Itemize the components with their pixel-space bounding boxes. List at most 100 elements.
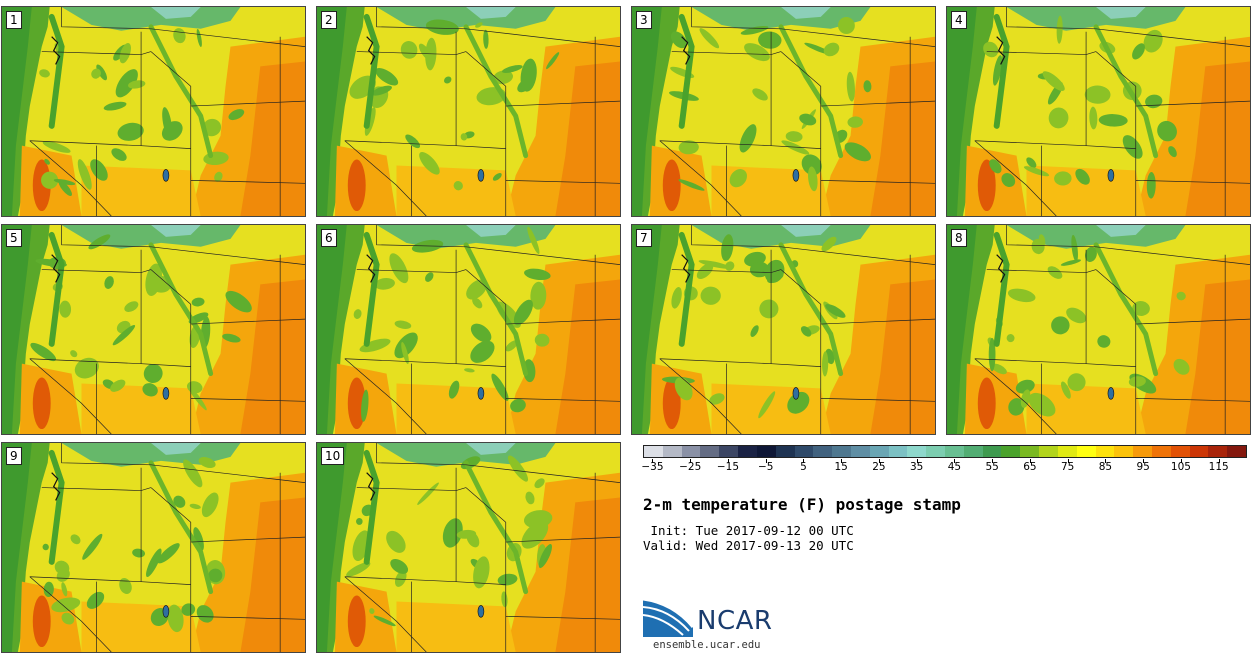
member-label: 9 (6, 447, 22, 465)
member-panel-4: 4 (946, 6, 1251, 217)
valid-time: Valid: Wed 2017-09-13 20 UTC (643, 538, 854, 553)
colorbar-swatch (869, 446, 889, 457)
colorbar-tick (1029, 459, 1031, 463)
colorbar-tick-label: 25 (872, 461, 886, 473)
temperature-map (2, 443, 305, 652)
member-label: 4 (951, 11, 967, 29)
colorbar-swatch (888, 446, 908, 457)
colorbar-swatch (926, 446, 945, 457)
ncar-logo-icon (643, 597, 695, 637)
colorbar-tick (878, 459, 880, 463)
colorbar-tick (1180, 459, 1182, 463)
colorbar-swatch (1189, 446, 1209, 457)
colorbar-tick-label: 75 (1061, 461, 1075, 473)
colorbar-swatch (1001, 446, 1021, 457)
colorbar-swatch (1151, 446, 1171, 457)
colorbar-swatch (813, 446, 833, 457)
colorbar-swatch (963, 446, 983, 457)
colorbar-swatch (1095, 446, 1115, 457)
colorbar-swatch (738, 446, 757, 457)
temperature-map (2, 7, 305, 216)
temperature-map (947, 225, 1250, 434)
colorbar-swatch (1039, 446, 1058, 457)
colorbar-tick (992, 459, 994, 463)
colorbar-ticks: −35 −25 −15 −5 5 15 25 35 45 55 65 75 85 95 105 115 (641, 459, 1247, 479)
colorbar-swatch (794, 446, 814, 457)
member-panel-8: 8 (946, 224, 1251, 435)
member-panel-1: 1 (1, 6, 306, 217)
colorbar-tick (1105, 459, 1107, 463)
member-panel-6: 6 (316, 224, 621, 435)
colorbar-swatch (662, 446, 682, 457)
colorbar-swatch (1020, 446, 1040, 457)
colorbar (643, 445, 1247, 458)
colorbar-swatch (1076, 446, 1096, 457)
colorbar-tick (765, 459, 767, 463)
colorbar-tick-label: 105 (1170, 461, 1191, 473)
colorbar-swatch (644, 446, 663, 457)
ncar-logo-text: NCAR (697, 606, 773, 636)
temperature-map (632, 225, 935, 434)
colorbar-tick (690, 459, 692, 463)
colorbar-swatch (1057, 446, 1077, 457)
colorbar-tick (1067, 459, 1069, 463)
colorbar-tick-label: −25 (679, 461, 702, 473)
colorbar-tick (727, 459, 729, 463)
temperature-map (317, 7, 620, 216)
colorbar-tick (652, 459, 654, 463)
colorbar-tick-label: 35 (910, 461, 924, 473)
colorbar-tick-label: 5 (800, 461, 807, 473)
colorbar-tick-label: 15 (834, 461, 848, 473)
member-panel-3: 3 (631, 6, 936, 217)
colorbar-swatch (982, 446, 1002, 457)
colorbar-tick (1218, 459, 1220, 463)
colorbar-swatch (1133, 446, 1152, 457)
figure-title: 2-m temperature (F) postage stamp (643, 495, 961, 514)
colorbar-tick (841, 459, 843, 463)
temperature-map (317, 225, 620, 434)
colorbar-tick-label: −5 (757, 461, 774, 473)
colorbar-tick-label: 55 (985, 461, 999, 473)
member-label: 10 (321, 447, 345, 465)
colorbar-tick (954, 459, 956, 463)
member-panel-7: 7 (631, 224, 936, 435)
member-panel-5: 5 (1, 224, 306, 435)
member-label: 6 (321, 229, 337, 247)
source-url: ensemble.ucar.edu (653, 639, 761, 651)
temperature-map (317, 443, 620, 652)
colorbar-swatch (832, 446, 851, 457)
temperature-map (2, 225, 305, 434)
colorbar-swatch (1114, 446, 1134, 457)
member-label: 7 (636, 229, 652, 247)
colorbar-tick-label: 95 (1136, 461, 1150, 473)
colorbar-tick-label: 85 (1098, 461, 1113, 473)
member-label: 3 (636, 11, 652, 29)
colorbar-swatch (850, 446, 870, 457)
member-panel-9: 9 (1, 442, 306, 653)
colorbar-swatch (681, 446, 701, 457)
colorbar-swatch (945, 446, 964, 457)
colorbar-swatch (1208, 446, 1228, 457)
member-panel-2: 2 (316, 6, 621, 217)
member-label: 8 (951, 229, 967, 247)
member-label: 2 (321, 11, 337, 29)
colorbar-swatch (700, 446, 720, 457)
member-label: 1 (6, 11, 22, 29)
colorbar-swatch (1227, 446, 1246, 457)
colorbar-tick-label: 45 (947, 461, 962, 473)
colorbar-tick (803, 459, 805, 463)
colorbar-tick-label: −15 (716, 461, 740, 473)
colorbar-swatch (719, 446, 739, 457)
colorbar-tick (916, 459, 918, 463)
colorbar-tick-label: 115 (1208, 461, 1229, 473)
colorbar-swatch (1170, 446, 1190, 457)
colorbar-swatch (907, 446, 927, 457)
member-panel-10: 10 (316, 442, 621, 653)
colorbar-tick-label: 65 (1023, 461, 1037, 473)
temperature-map (632, 7, 935, 216)
colorbar-tick (1143, 459, 1145, 463)
colorbar-swatch (756, 446, 776, 457)
colorbar-tick-label: −35 (641, 461, 664, 473)
member-label: 5 (6, 229, 22, 247)
colorbar-swatch (775, 446, 795, 457)
